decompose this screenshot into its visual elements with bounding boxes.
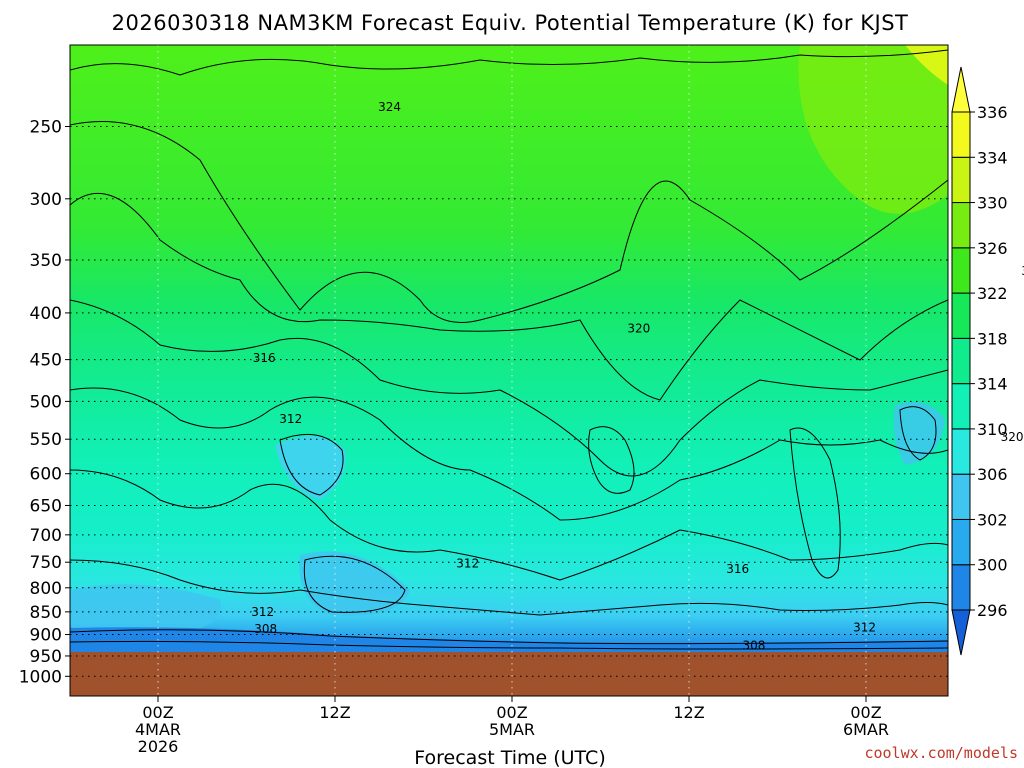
colorbar-label: 302 <box>977 510 1008 529</box>
colorbar-label: 306 <box>977 465 1008 484</box>
contour-line <box>70 640 948 650</box>
contour-label: 320 <box>1001 430 1024 444</box>
colorbar-swatch <box>951 383 971 430</box>
colorbar-swatch <box>951 202 971 249</box>
x-tick-hour-label: 12Z <box>673 703 704 722</box>
y-axis: 250 300 350 400 450 500 550 600 650 700 750 800 850 9… <box>19 118 70 687</box>
y-tick-label: 550 <box>30 430 62 450</box>
plot-area <box>70 45 948 652</box>
contour-line <box>70 121 948 323</box>
colorbar-arrow-low <box>951 609 971 656</box>
cool-pocket-1 <box>275 436 346 500</box>
colorbar-label: 296 <box>977 601 1008 620</box>
y-tick-label: 300 <box>30 190 62 210</box>
ground <box>70 652 948 696</box>
credit-text: coolwx.com/models <box>864 744 1018 762</box>
contour-label: 312 <box>251 605 274 619</box>
contour-line <box>789 427 841 579</box>
contour-line <box>70 629 948 645</box>
colorbar-swatch <box>951 111 971 158</box>
warm-region-peak <box>905 45 948 85</box>
colorbar-swatch <box>951 337 971 385</box>
contour-line <box>899 406 937 461</box>
contour-line <box>70 387 948 521</box>
contour-label: 324 <box>378 100 401 114</box>
colorbar-swatch <box>951 156 971 204</box>
x-tick-hour-label: 12Z <box>319 703 350 722</box>
colorbar-swatch <box>951 428 971 475</box>
contour-line <box>303 555 406 613</box>
x-tick-hour-label: 00Z <box>850 703 881 722</box>
gridlines <box>70 45 948 696</box>
contour-label: 308 <box>254 622 277 636</box>
cool-pocket-2 <box>299 551 410 616</box>
colorbar-swatch <box>951 292 971 339</box>
x-tick-day-label: 4MAR <box>135 720 181 739</box>
colorbar-label: 334 <box>977 148 1008 167</box>
y-tick-label: 350 <box>30 251 62 271</box>
contour-label: 312 <box>853 620 876 634</box>
contour-labels: 3243243243203203163123203163123163163123… <box>251 100 1024 652</box>
contour-line <box>70 469 948 581</box>
colorbar: 296 300 302 306 310 314 318 322 326 330 334 336 <box>951 66 1008 656</box>
y-tick-label: 900 <box>30 626 62 646</box>
colorbar-swatch <box>951 247 971 294</box>
colorbar-label: 322 <box>977 284 1008 303</box>
contour-line <box>279 433 344 496</box>
y-tick-label: 700 <box>30 526 62 546</box>
contour-line <box>70 559 948 616</box>
y-tick-label: 1000 <box>19 667 62 687</box>
y-tick-label: 850 <box>30 603 62 623</box>
contour-label: 312 <box>279 412 302 426</box>
colorbar-label: 314 <box>977 375 1008 394</box>
y-tick-label: 800 <box>30 579 62 599</box>
contour-label: 316 <box>726 562 749 576</box>
colorbar-swatch <box>951 473 971 520</box>
warm-region-upper <box>798 45 948 214</box>
contour-line <box>70 192 948 401</box>
y-tick-label: 400 <box>30 304 62 324</box>
y-tick-label: 750 <box>30 553 62 573</box>
contour-line <box>70 299 948 477</box>
y-tick-label: 450 <box>30 351 62 371</box>
y-tick-label: 500 <box>30 392 62 412</box>
contour-line <box>70 49 948 76</box>
y-tick-label: 250 <box>30 118 62 138</box>
cool-pocket-3 <box>70 584 222 641</box>
contour-label: 324 <box>1021 264 1024 278</box>
colorbar-label: 330 <box>977 194 1008 213</box>
colorbar-label: 336 <box>977 103 1008 122</box>
x-tick-hour-label: 00Z <box>142 703 173 722</box>
x-tick-hour-label: 00Z <box>496 703 527 722</box>
colorbar-arrow-high <box>951 66 971 113</box>
contour-label: 316 <box>253 351 276 365</box>
x-tick-day-label: 6MAR <box>843 720 889 739</box>
x-tick-day-label: 5MAR <box>489 720 535 739</box>
contour-label: 312 <box>456 556 479 570</box>
y-tick-label: 650 <box>30 496 62 516</box>
x-tick-year-label: 2026 <box>138 737 179 756</box>
y-tick-label: 600 <box>30 465 62 485</box>
colorbar-label: 300 <box>977 556 1008 575</box>
colorbar-swatch <box>951 564 971 611</box>
theta-e-field <box>70 45 948 652</box>
colorbar-label: 318 <box>977 329 1008 348</box>
x-axis-title: Forecast Time (UTC) <box>414 747 605 768</box>
contour-label: 320 <box>627 321 650 335</box>
contour-label: 308 <box>742 638 765 652</box>
contour-line <box>588 426 635 494</box>
contour-lines <box>70 49 948 650</box>
plot-frame <box>69 44 949 697</box>
colorbar-label: 326 <box>977 239 1008 258</box>
chart-title: 2026030318 NAM3KM Forecast Equiv. Potent… <box>112 11 909 35</box>
y-tick-label: 950 <box>30 647 62 667</box>
colorbar-swatch <box>951 518 971 566</box>
colorbar-label: 310 <box>977 420 1008 439</box>
